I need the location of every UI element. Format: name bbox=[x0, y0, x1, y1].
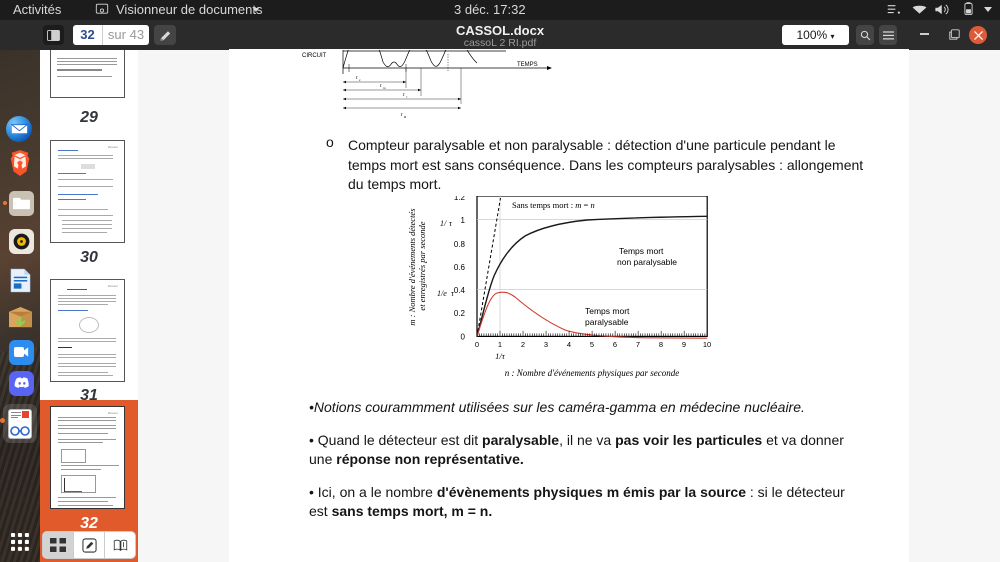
svg-text:0: 0 bbox=[461, 333, 466, 342]
svg-text:DU: DU bbox=[311, 49, 320, 52]
svg-text:7: 7 bbox=[636, 340, 640, 349]
svg-text:1: 1 bbox=[498, 340, 502, 349]
svg-text:t: t bbox=[380, 83, 382, 89]
svg-text:2: 2 bbox=[521, 340, 525, 349]
svg-text:1/: 1/ bbox=[440, 219, 447, 228]
svg-text:1.2: 1.2 bbox=[454, 196, 466, 202]
svg-text:Temps mort: Temps mort bbox=[585, 306, 630, 316]
svg-text:m : Nombre d'événements détect: m : Nombre d'événements détectés et enre… bbox=[407, 206, 427, 325]
svg-text:3: 3 bbox=[544, 340, 548, 349]
svg-text:1: 1 bbox=[461, 216, 466, 225]
svg-text:n : Nombre d'événements physiq: n : Nombre d'événements physiques par se… bbox=[505, 368, 680, 378]
svg-text:5: 5 bbox=[590, 340, 594, 349]
svg-text:1/e: 1/e bbox=[437, 289, 447, 298]
svg-text:r: r bbox=[406, 95, 408, 99]
svg-text:9: 9 bbox=[682, 340, 686, 349]
svg-text:0.6: 0.6 bbox=[454, 263, 466, 272]
svg-text:t: t bbox=[356, 75, 358, 81]
svg-text:4: 4 bbox=[567, 340, 571, 349]
svg-text:e: e bbox=[359, 78, 361, 82]
svg-text:6: 6 bbox=[613, 340, 617, 349]
svg-text:Sans temps mort : m = n: Sans temps mort : m = n bbox=[512, 200, 595, 210]
svg-text:10: 10 bbox=[703, 340, 711, 349]
svg-text:m: m bbox=[383, 86, 386, 90]
svg-text:8: 8 bbox=[659, 340, 663, 349]
svg-text:t: t bbox=[401, 112, 403, 118]
svg-text:t: t bbox=[403, 92, 405, 98]
svg-text:Temps mort: Temps mort bbox=[619, 246, 664, 256]
svg-text:non paralysable: non paralysable bbox=[617, 257, 677, 267]
svg-text:0.4: 0.4 bbox=[454, 286, 466, 295]
svg-text:TEMPS: TEMPS bbox=[517, 62, 538, 68]
svg-text:0: 0 bbox=[475, 340, 479, 349]
svg-text:0.2: 0.2 bbox=[454, 309, 466, 318]
svg-text:R: R bbox=[403, 115, 407, 119]
svg-text:paralysable: paralysable bbox=[585, 317, 629, 327]
svg-text:0.8: 0.8 bbox=[454, 240, 466, 249]
svg-text:1/τ: 1/τ bbox=[495, 351, 506, 361]
svg-text:CIRCUIT: CIRCUIT bbox=[302, 53, 327, 59]
svg-text:τ: τ bbox=[449, 219, 453, 228]
